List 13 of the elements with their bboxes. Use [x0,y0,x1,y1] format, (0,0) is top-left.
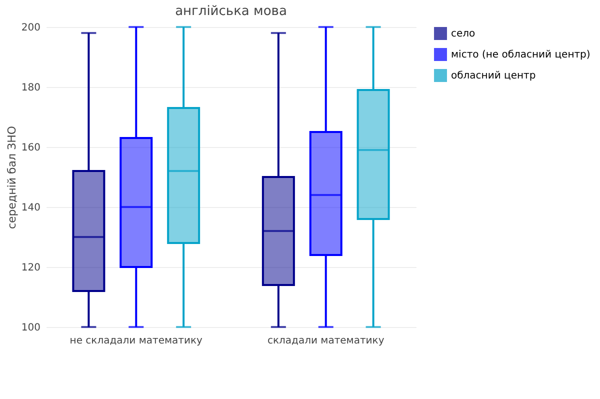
y-tick-label: 120 [21,262,40,274]
y-tick-label: 200 [21,22,40,34]
chart-title: англійська мова [175,4,287,19]
x-tick-label: не складали математику [70,336,203,346]
y-tick-label: 100 [21,322,40,334]
y-tick-label: 140 [21,202,40,214]
legend-label: обласний центр [451,70,536,82]
y-tick-label: 160 [21,142,40,154]
x-tick-label: складали математику [267,336,384,346]
legend-label: місто (не обласний центр) [451,50,590,60]
legend-label: село [451,28,476,40]
y-axis-title: середній бал ЗНО [5,126,18,230]
y-tick-label: 180 [21,82,40,94]
